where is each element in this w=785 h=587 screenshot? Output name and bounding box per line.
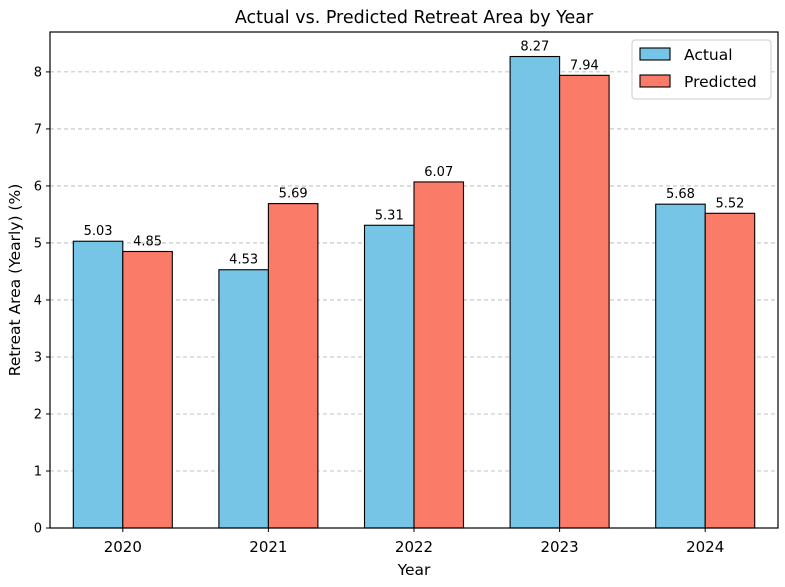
y-tick-label: 2 xyxy=(34,407,42,422)
y-axis-ticks: 0 1 2 3 4 5 6 7 8 xyxy=(34,65,50,537)
bar-actual-2022 xyxy=(363,224,415,529)
bars xyxy=(72,55,756,529)
y-tick-label: 6 xyxy=(34,179,42,194)
legend-label-actual: Actual xyxy=(684,46,733,64)
data-label-predicted-2022: 6.07 xyxy=(424,165,453,180)
bar-predicted-2024 xyxy=(704,212,756,529)
legend-label-predicted: Predicted xyxy=(684,73,757,91)
x-tick-label: 2021 xyxy=(249,538,287,556)
bar-actual-2024 xyxy=(655,203,706,529)
data-label-actual-2024: 5.68 xyxy=(666,187,695,202)
data-label-actual-2020: 5.03 xyxy=(84,224,113,239)
y-tick-label: 0 xyxy=(34,522,42,537)
y-tick-label: 3 xyxy=(34,350,42,365)
bar-actual-2023 xyxy=(509,55,561,529)
y-tick-label: 7 xyxy=(34,122,42,137)
data-label-actual-2022: 5.31 xyxy=(375,208,404,223)
data-label-actual-2023: 8.27 xyxy=(520,40,549,55)
data-label-predicted-2021: 5.69 xyxy=(279,187,308,202)
data-label-predicted-2020: 4.85 xyxy=(133,234,162,249)
x-tick-label: 2023 xyxy=(541,538,579,556)
bar-predicted-2020 xyxy=(122,250,173,529)
data-labels: 5.03 4.85 4.53 5.69 5.31 6.07 8.27 7.94 5.68 5.52 xyxy=(84,40,745,268)
y-axis-label: Retreat Area (Yearly) (%) xyxy=(6,184,24,377)
legend: Actual Predicted xyxy=(631,39,772,100)
y-tick-label: 1 xyxy=(34,464,42,479)
legend-swatch-actual xyxy=(639,47,671,61)
x-tick-label: 2022 xyxy=(395,538,433,556)
x-tick-label: 2024 xyxy=(686,538,724,556)
bar-actual-2020 xyxy=(72,240,124,529)
bar-predicted-2022 xyxy=(413,181,465,529)
y-tick-label: 4 xyxy=(34,293,42,308)
x-tick-label: 2020 xyxy=(104,538,142,556)
chart-title: Actual vs. Predicted Retreat Area by Yea… xyxy=(235,8,594,28)
bar-predicted-2023 xyxy=(559,74,610,529)
x-axis-ticks: 2020 2021 2022 2023 2024 xyxy=(104,528,724,556)
data-label-actual-2021: 4.53 xyxy=(229,253,258,268)
data-label-predicted-2024: 5.52 xyxy=(715,196,744,211)
data-label-predicted-2023: 7.94 xyxy=(570,58,599,73)
y-tick-label: 5 xyxy=(34,236,42,251)
x-axis-label: Year xyxy=(397,561,431,579)
bar-actual-2021 xyxy=(218,269,269,529)
legend-swatch-predicted xyxy=(639,74,671,88)
bar-predicted-2021 xyxy=(267,203,319,529)
y-tick-label: 8 xyxy=(34,65,42,80)
